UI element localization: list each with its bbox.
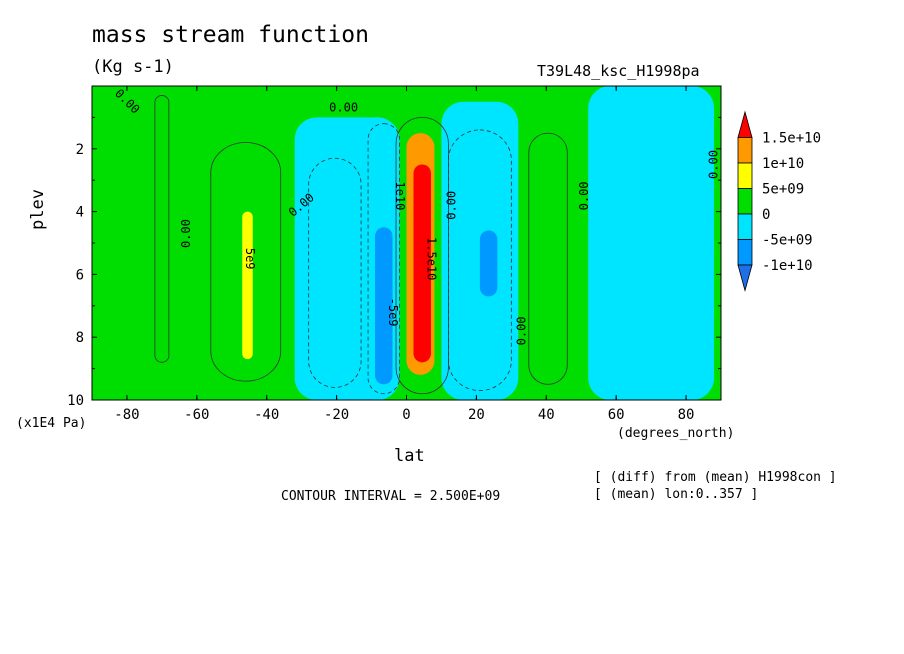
chart-units: (Kg s-1) bbox=[92, 57, 174, 77]
colorbar-segment-3 bbox=[737, 188, 753, 215]
x-tick-label: 80 bbox=[678, 407, 695, 423]
contour-label-9: 1e10 bbox=[393, 181, 407, 210]
colorbar-label: -1e+10 bbox=[762, 258, 813, 274]
field-region-4 bbox=[375, 227, 393, 385]
x-tick-label: -40 bbox=[254, 407, 279, 423]
contour-label-1: 0.00 bbox=[179, 219, 193, 248]
y-tick-label: 8 bbox=[76, 330, 84, 346]
y-tick-label: 6 bbox=[76, 267, 84, 283]
plot-area bbox=[92, 86, 721, 400]
contour-line-0 bbox=[154, 95, 170, 363]
x-tick-label: 40 bbox=[538, 407, 555, 423]
y-axis-units: (x1E4 Pa) bbox=[16, 416, 87, 431]
contour-interval: CONTOUR INTERVAL = 2.500E+09 bbox=[281, 489, 501, 504]
colorbar-arrow-top bbox=[737, 110, 753, 138]
y-tick-label: 10 bbox=[67, 393, 84, 409]
run-name: T39L48_ksc_H1998pa bbox=[537, 62, 700, 80]
field-region-5 bbox=[479, 230, 498, 297]
x-axis-units: (degrees_north) bbox=[617, 426, 735, 441]
note-diff: [ (diff) from (mean) H1998con ] bbox=[594, 470, 837, 485]
contour-label-7: 0.00 bbox=[707, 150, 721, 179]
field-region-6 bbox=[242, 211, 253, 360]
x-tick-label: -80 bbox=[114, 407, 139, 423]
x-tick-label: -20 bbox=[324, 407, 349, 423]
colorbar-label: 0 bbox=[762, 207, 770, 223]
colorbar-segment-1 bbox=[737, 137, 753, 164]
y-tick-label: 4 bbox=[76, 205, 84, 221]
x-axis-label: lat bbox=[394, 446, 425, 466]
colorbar-segment-5 bbox=[737, 239, 753, 266]
contour-label-6: 0.00 bbox=[577, 181, 591, 210]
chart-title: mass stream function bbox=[92, 22, 369, 48]
colorbar: 1.5e+10 1e+10 5e+09 0 -5e+09 -1e+10 bbox=[737, 110, 821, 293]
contour-label-5: 0.00 bbox=[514, 316, 528, 345]
field-region-1 bbox=[294, 117, 400, 400]
contour-label-3: 0.00 bbox=[329, 100, 358, 114]
field-region-8 bbox=[413, 164, 431, 363]
field-region-3 bbox=[588, 86, 715, 400]
x-tick-label: 0 bbox=[402, 407, 410, 423]
x-tick-label: 60 bbox=[608, 407, 625, 423]
contour-line-3 bbox=[367, 123, 400, 395]
x-axis: -80 -60 -40 -20 0 20 40 60 80 bbox=[114, 86, 694, 423]
x-tick-label: -60 bbox=[184, 407, 209, 423]
contour-label-10: -5e9 bbox=[386, 298, 400, 327]
contour-line-5 bbox=[448, 129, 512, 391]
colorbar-label: 1e+10 bbox=[762, 156, 804, 172]
colorbar-label: 5e+09 bbox=[762, 182, 804, 198]
colorbar-label: 1.5e+10 bbox=[762, 131, 821, 147]
contour-lines bbox=[154, 95, 568, 395]
contour-line-6 bbox=[528, 132, 568, 385]
colorbar-segment-2 bbox=[737, 162, 753, 189]
contour-line-2 bbox=[308, 157, 362, 388]
contour-label-11: 1.5e10 bbox=[424, 237, 438, 280]
colorbar-label: -5e+09 bbox=[762, 233, 813, 249]
note-mean: [ (mean) lon:0..357 ] bbox=[594, 487, 759, 502]
x-tick-label: 20 bbox=[468, 407, 485, 423]
contour-label-8: 5e9 bbox=[243, 248, 257, 270]
contour-label-4: 0.00 bbox=[444, 191, 458, 220]
colorbar-arrow-bottom bbox=[737, 264, 753, 293]
contour-line-1 bbox=[210, 142, 282, 382]
y-tick-label: 2 bbox=[76, 142, 84, 158]
y-axis: 2 4 6 8 10 bbox=[67, 116, 721, 409]
colorbar-segment-4 bbox=[737, 213, 753, 240]
